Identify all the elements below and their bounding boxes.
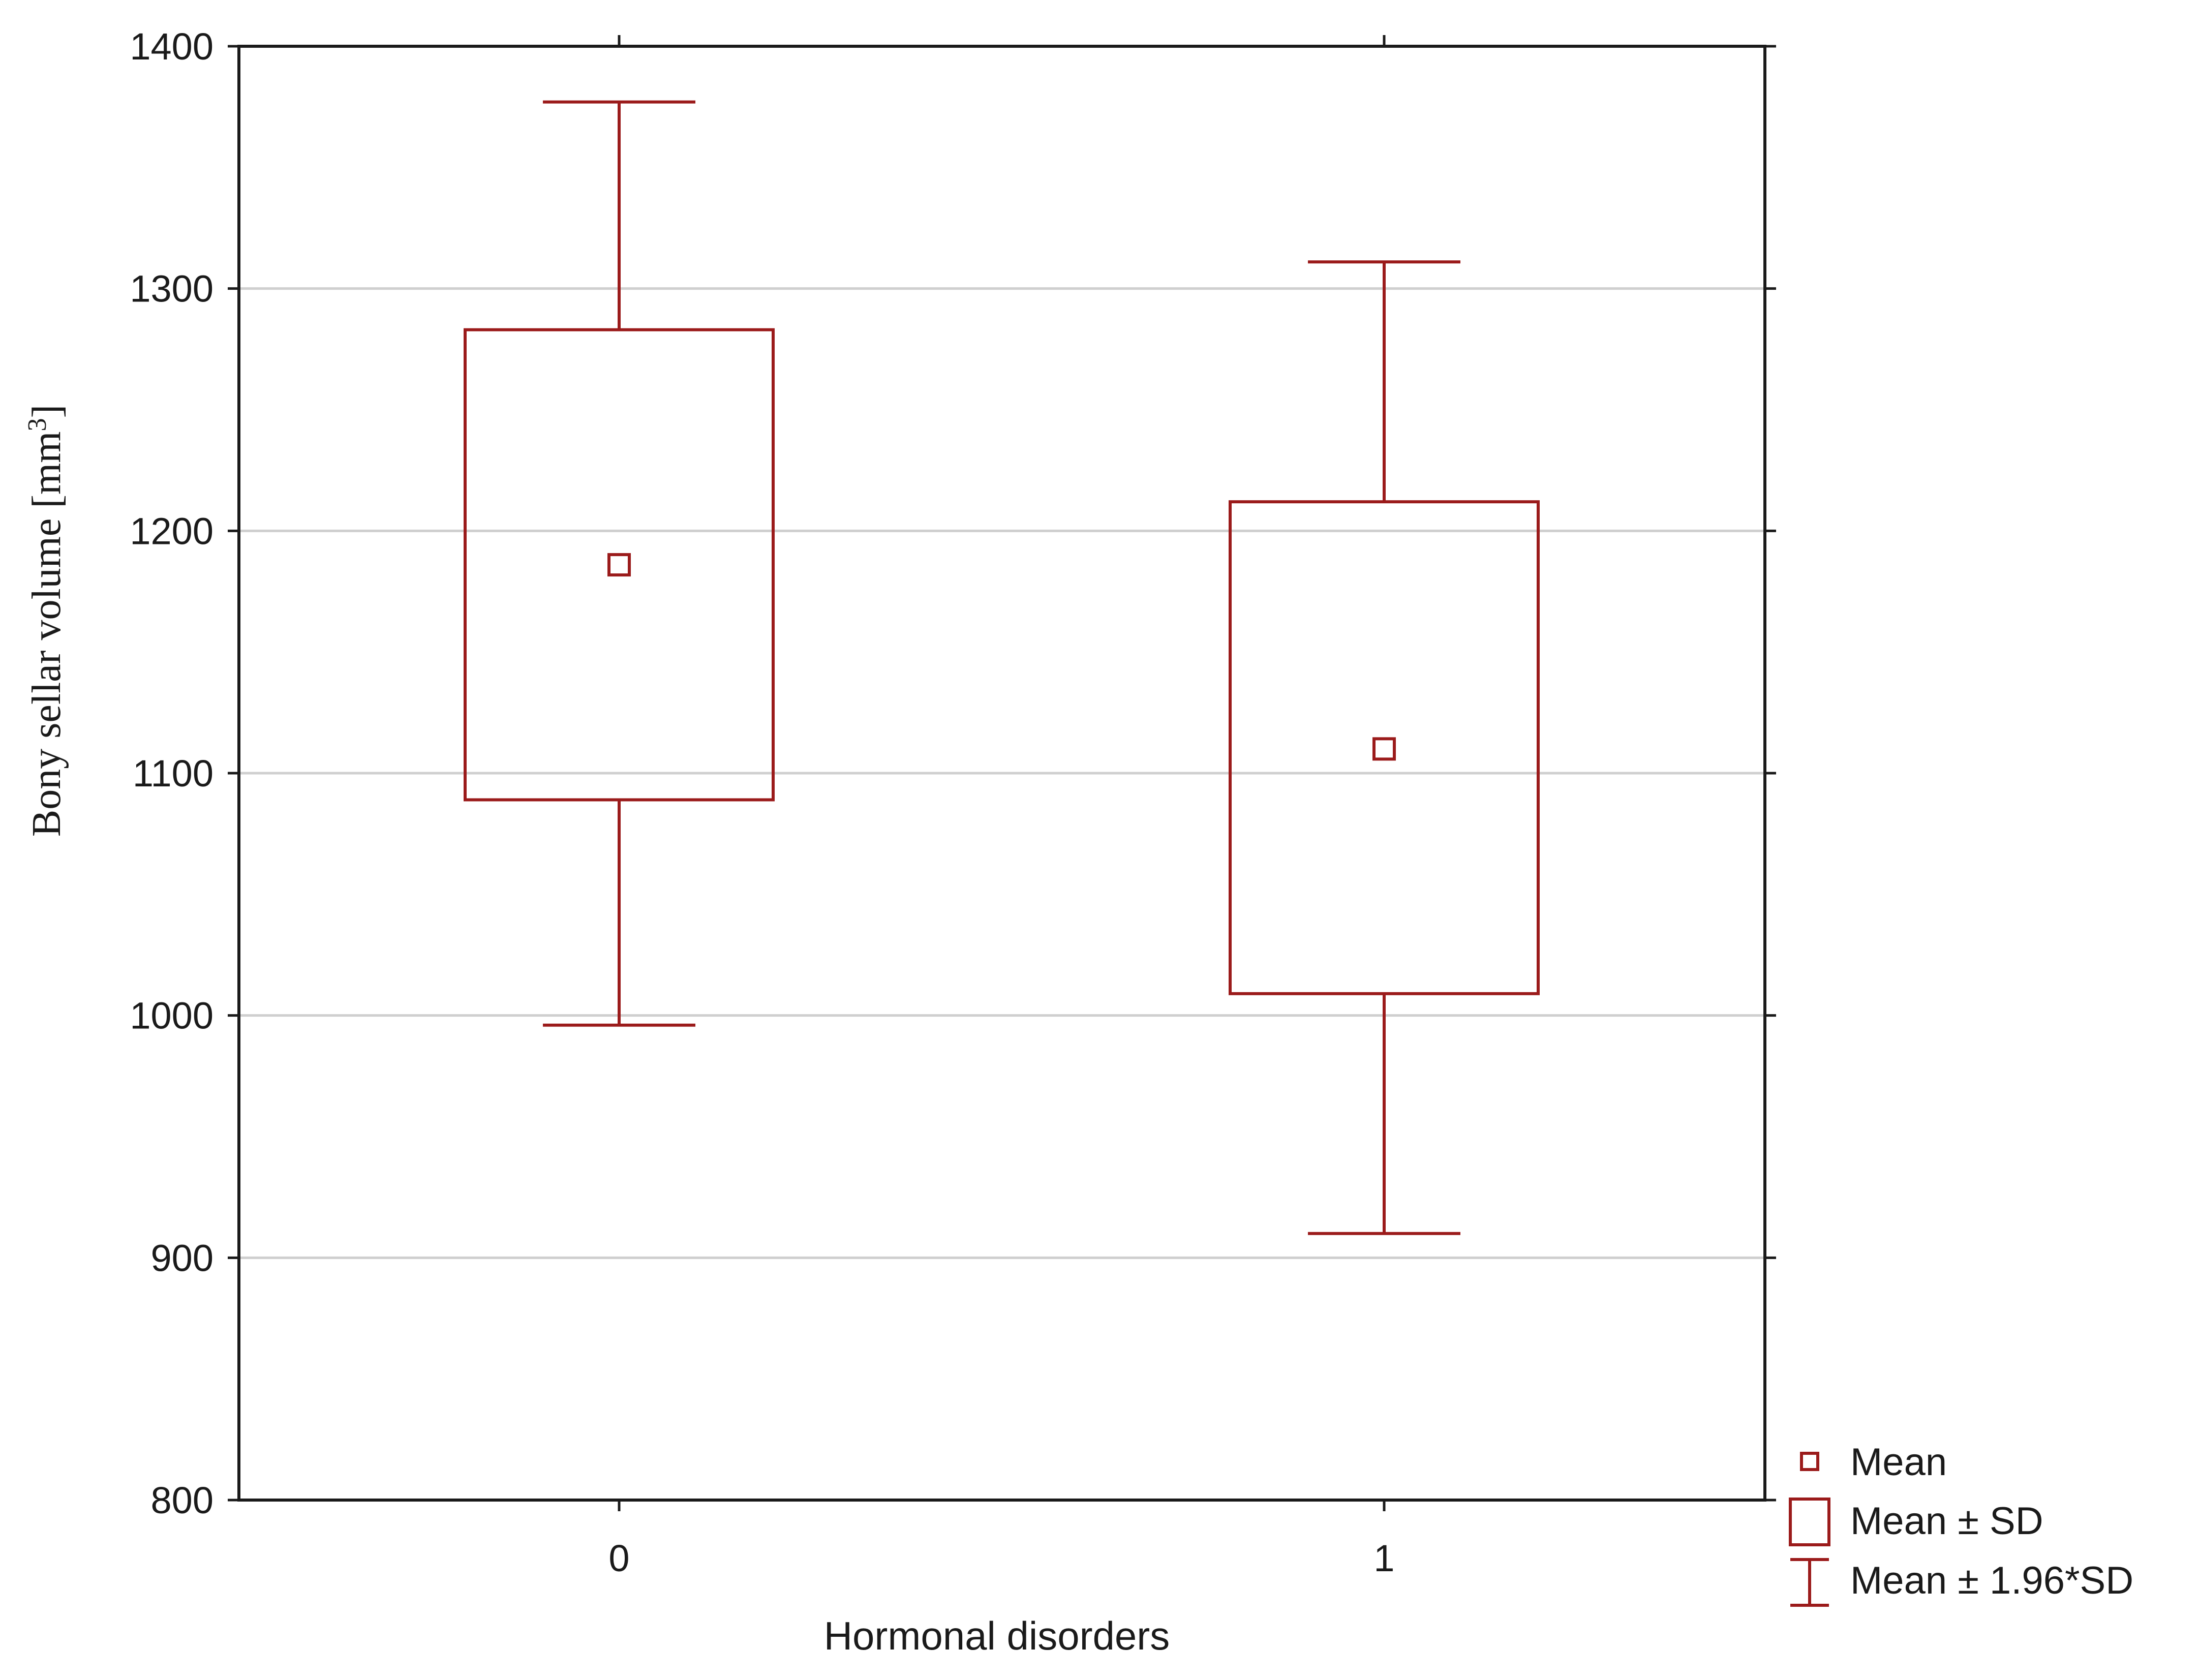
legend-ci-label: Mean ± 1.96*SD [1850, 1559, 2133, 1602]
y-tick-label-1400: 1400 [130, 25, 213, 68]
box-group-0 [464, 100, 775, 1027]
y-tick-label-1000: 1000 [130, 995, 213, 1037]
legend-mean-symbol [1800, 1452, 1819, 1471]
sd-box-1 [1229, 500, 1540, 995]
y-axis-title-suffix: ] [24, 405, 69, 418]
mean-marker-0 [607, 553, 631, 577]
x-tick-label-1: 1 [1373, 1537, 1394, 1579]
legend-sd-label: Mean ± SD [1850, 1500, 2043, 1543]
legend-sd-symbol [1789, 1498, 1830, 1546]
x-tick-label-0: 0 [608, 1537, 629, 1579]
y-tick-label-900: 900 [151, 1237, 213, 1279]
legend-mean-label: Mean [1850, 1441, 1947, 1484]
y-tick-label-800: 800 [151, 1479, 213, 1521]
legend-ci-symbol [1790, 1558, 1829, 1607]
x-axis-title: Hormonal disorders [824, 1613, 1170, 1658]
y-tick-label-1300: 1300 [130, 268, 213, 310]
y-axis-ticks: 800 900 1000 1100 1200 1300 1400 [130, 25, 1776, 1521]
y-axis-title-superscript: 3 [23, 418, 52, 431]
sd-box-0 [464, 328, 775, 802]
y-axis-title: Bony sellar volume [mm3] [23, 405, 70, 837]
box-group-1 [1229, 260, 1540, 1235]
plot-frame [237, 45, 1766, 1502]
y-tick-label-1200: 1200 [130, 510, 213, 552]
legend: Mean Mean ± SD Mean ± 1.96*SD [1789, 1441, 2133, 1607]
grid-lines [239, 287, 1765, 1259]
y-axis-title-text: Bony sellar volume [mm [24, 431, 69, 837]
series-boxes [464, 100, 1540, 1235]
mean-marker-1 [1372, 737, 1396, 761]
y-tick-label-1100: 1100 [133, 752, 213, 795]
